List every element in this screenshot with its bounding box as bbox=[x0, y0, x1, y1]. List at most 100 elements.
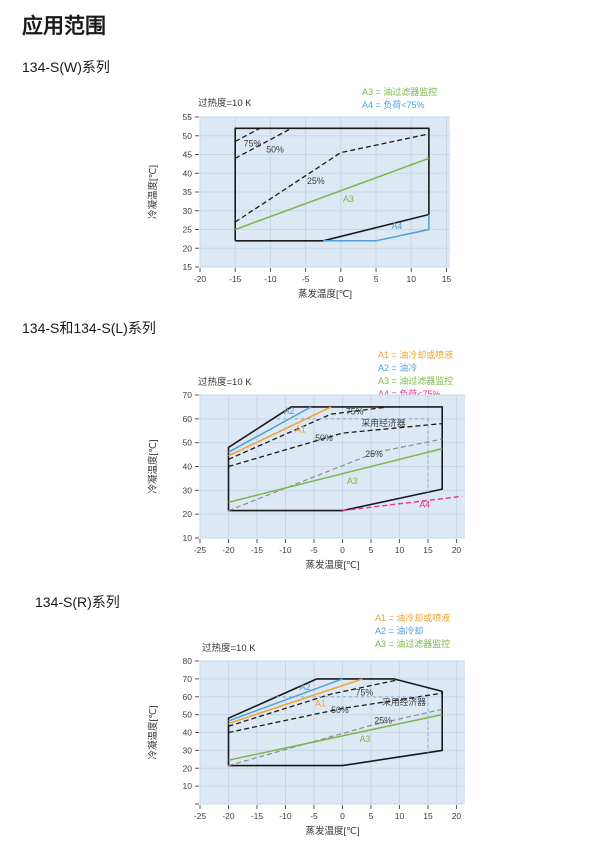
chart-2-ytick: 70 bbox=[183, 390, 193, 400]
chart-2-ytick: 60 bbox=[183, 414, 193, 424]
chart-2-annotation-A2: A2 bbox=[284, 406, 295, 416]
chart-2-ytick: 10 bbox=[183, 533, 193, 543]
chart-1-ytick: 55 bbox=[183, 112, 193, 122]
chart-2-legend: A1 = 油冷却或喷液 A2 = 油冷 A3 = 油过滤器监控 A4 = 负荷<75% bbox=[378, 349, 453, 401]
chart-1-annotation-50%: 50% bbox=[266, 145, 284, 155]
chart-1-operating-envelope bbox=[234, 127, 430, 242]
chart-1-ytick: 30 bbox=[183, 206, 193, 216]
chart-1-legend-item-0: A3 = 油过滤器监控 bbox=[362, 87, 438, 97]
chart-2-legend-item-0: A1 = 油冷却或喷液 bbox=[378, 350, 454, 360]
chart-2-annotation-A3: A3 bbox=[347, 476, 358, 486]
chart-1-load-75pct bbox=[234, 127, 261, 142]
chart-2-xaxis-label: 蒸发温度[℃] bbox=[306, 559, 360, 571]
chart-1-A4-boundary bbox=[323, 214, 430, 242]
chart-3-ytick: 50 bbox=[183, 710, 193, 720]
chart-2-superheat-label: 过热度=10 K bbox=[198, 377, 252, 388]
chart-3-superheat-label: 过热度=10 K bbox=[202, 643, 256, 654]
chart-2-ytick: 50 bbox=[183, 438, 193, 448]
chart-2-A3-oil-filter-line bbox=[228, 447, 443, 504]
chart-2-ytick: 30 bbox=[183, 485, 193, 495]
chart-2-load-75pct bbox=[228, 406, 389, 460]
chart-1-annotation-75%: 75% bbox=[244, 138, 262, 148]
chart-2-axes: -25 -20 -15 -10 -5 0 5 10 15 20 10 20 30 40 50 60 70 bbox=[183, 390, 462, 555]
chart-2-annotation-50%: 50% bbox=[315, 433, 333, 443]
chart-3-xtick: 10 bbox=[395, 811, 405, 821]
chart-2-xtick: 5 bbox=[369, 545, 374, 555]
chart-2-annotation-75%: 75% bbox=[346, 407, 364, 417]
chart-2-xtick: -20 bbox=[222, 545, 235, 555]
chart-2-xtick: 15 bbox=[423, 545, 433, 555]
chart-1-load-50pct bbox=[234, 127, 292, 159]
chart-1-legend-item-1: A4 = 负荷<75% bbox=[362, 100, 425, 110]
chart-2-A4-load-75-extension bbox=[342, 495, 463, 512]
chart-2-xtick: -15 bbox=[251, 545, 264, 555]
chart-3-yaxis-label: 冷凝温度[℃] bbox=[147, 706, 159, 760]
page-title: 应用范围 bbox=[22, 15, 106, 38]
chart-2-yaxis-label: 冷凝温度[℃] bbox=[147, 440, 159, 494]
chart-2-legend-item-2: A3 = 油过滤器监控 bbox=[378, 376, 454, 386]
chart-1-legend: A3 = 油过滤器监控 A4 = 负荷<75% bbox=[362, 86, 437, 112]
chart-1-ytick: 50 bbox=[183, 131, 193, 141]
chart-3-xtick: -5 bbox=[310, 811, 318, 821]
chart-2-ytick: 40 bbox=[183, 462, 193, 472]
chart-3-axes: -25 -20 -15 -10 -5 0 5 10 15 20 10 20 30 40 50 60 70 80 bbox=[183, 656, 462, 821]
section-title-134-SR: 134-S(R)系列 bbox=[35, 594, 120, 610]
chart-1-yaxis-label: 冷凝温度[℃] bbox=[147, 165, 159, 219]
chart-3-xtick: -20 bbox=[222, 811, 235, 821]
chart-3-xtick: -25 bbox=[194, 811, 207, 821]
chart-2-load-50pct bbox=[228, 422, 443, 468]
chart-2-annotation-A4: A4 bbox=[419, 500, 430, 510]
chart-3-legend-item-0: A1 = 油冷却或喷液 bbox=[375, 613, 451, 623]
chart-1-xtick: 5 bbox=[374, 274, 379, 284]
chart-3-plot: -25 -20 -15 -10 -5 0 5 10 15 20 10 20 30 40 50 60 70 80 蒸发… bbox=[147, 656, 465, 837]
chart-1-annotation-A4: A4 bbox=[392, 221, 403, 231]
chart-3-A1-oil-cooling-or-injection-line bbox=[228, 678, 363, 725]
chart-1-ytick: 45 bbox=[183, 150, 193, 160]
chart-2-plot: -25 -20 -15 -10 -5 0 5 10 15 20 10 20 30 40 50 60 70 蒸发温度… bbox=[147, 390, 465, 571]
chart-2-load-25pct bbox=[228, 438, 443, 512]
chart-3-xaxis-label: 蒸发温度[℃] bbox=[306, 825, 360, 837]
chart-2-annotation-采用经济器: 采用经济器 bbox=[362, 417, 406, 428]
section-title-134-SW: 134-S(W)系列 bbox=[22, 59, 110, 75]
chart-1-xtick: 0 bbox=[338, 274, 343, 284]
chart-3-annotation-25%: 25% bbox=[374, 716, 392, 726]
chart-1-axes: -20 -15 -10 -5 0 5 10 15 15 20 25 30 35 40 45 50 55 bbox=[183, 112, 452, 284]
chart-2-xtick: 10 bbox=[395, 545, 405, 555]
chart-3-xtick: 20 bbox=[452, 811, 462, 821]
chart-3-legend-item-1: A2 = 油冷却 bbox=[375, 626, 424, 636]
chart-2-xtick: 0 bbox=[340, 545, 345, 555]
chart-3-ytick: 30 bbox=[183, 745, 193, 755]
chart-1-xtick: -5 bbox=[302, 274, 310, 284]
chart-3-legend: A1 = 油冷却或喷液 A2 = 油冷却 A3 = 油过滤器监控 bbox=[375, 612, 450, 651]
chart-1-xtick: 15 bbox=[442, 274, 452, 284]
chart-3-ytick: 20 bbox=[183, 763, 193, 773]
chart-2-annotation-25%: 25% bbox=[365, 449, 383, 459]
chart-1-plot: -20 -15 -10 -5 0 5 10 15 15 20 25 30 35 40 45 50 55 蒸发温度[… bbox=[147, 112, 452, 300]
chart-2-xtick: -5 bbox=[310, 545, 318, 555]
chart-3-A2-oil-cooling-line bbox=[228, 678, 343, 722]
chart-3-xtick: 5 bbox=[369, 811, 374, 821]
chart-1-xtick: -10 bbox=[264, 274, 277, 284]
chart-3-xtick: -10 bbox=[279, 811, 292, 821]
chart-3-ytick: 60 bbox=[183, 692, 193, 702]
chart-1-ytick: 15 bbox=[183, 262, 193, 272]
chart-3-annotation-A1: A1 bbox=[315, 698, 326, 708]
chart-3-load-75pct bbox=[228, 679, 397, 727]
chart-2-ytick: 20 bbox=[183, 509, 193, 519]
chart-1-xtick: -20 bbox=[194, 274, 207, 284]
chart-1-annotation-A3: A3 bbox=[343, 194, 354, 204]
chart-3-xtick: -15 bbox=[251, 811, 264, 821]
chart-1-xtick: 10 bbox=[407, 274, 417, 284]
section-title-134-S-SL: 134-S和134-S(L)系列 bbox=[22, 320, 156, 336]
chart-3-ytick: 10 bbox=[183, 781, 193, 791]
chart-2-xtick: 20 bbox=[452, 545, 462, 555]
chart-2-A2-oil-cooling-line bbox=[228, 406, 312, 453]
chart-1-A3-oil-filter-line bbox=[234, 157, 430, 231]
chart-3-xtick: 0 bbox=[340, 811, 345, 821]
chart-2-annotation-A1: A1 bbox=[295, 425, 306, 435]
chart-3-wrapper: A1 = 油冷却或喷液 A2 = 油冷却 A3 = 油过滤器监控 过热度=10 K … bbox=[140, 612, 485, 840]
chart-2-wrapper: A1 = 油冷却或喷液 A2 = 油冷 A3 = 油过滤器监控 A4 = 负荷<75%… bbox=[140, 348, 485, 583]
chart-3-annotation-A2: A2 bbox=[300, 682, 311, 692]
chart-3-load-25pct bbox=[228, 708, 443, 767]
